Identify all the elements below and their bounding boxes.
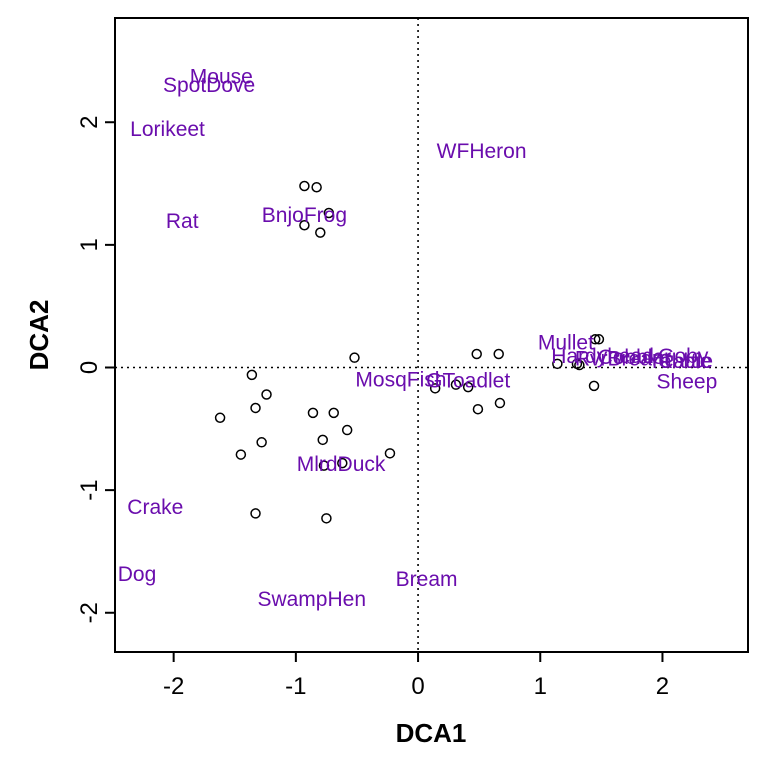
site-point (311, 181, 322, 193)
site-point (341, 424, 353, 436)
y-tick-label: 0 (76, 361, 103, 374)
site-point (472, 403, 484, 415)
site-point (429, 383, 441, 394)
species-label-cattle: Cattle (658, 350, 713, 373)
reference-lines (115, 18, 748, 652)
species-label-sheep: Sheep (657, 371, 718, 394)
site-point (593, 334, 605, 345)
species-label-swamphen: SwampHen (257, 588, 366, 611)
species-label-cobbler: Cobbler (598, 346, 672, 369)
site-point (337, 457, 348, 469)
site-point (256, 437, 267, 448)
species-label-mosqfish: MosqFish (355, 368, 446, 391)
site-point (321, 513, 332, 524)
x-axis: -2 -1 0 1 2 (163, 652, 669, 700)
site-point (588, 380, 600, 392)
x-tick-label: 2 (656, 673, 669, 700)
species-label-goby: Goby (658, 345, 709, 368)
site-point (246, 369, 258, 381)
site-point (349, 352, 360, 363)
x-tick-label: -2 (163, 673, 184, 700)
site-point (574, 359, 585, 371)
x-tick-label: 0 (411, 673, 424, 700)
site-point (214, 412, 226, 424)
site-point (318, 460, 330, 471)
species-label-mlrdduck: MlrdDuck (297, 453, 386, 476)
x-tick-label: 1 (534, 673, 547, 700)
species-label-spotdove: SpotDove (163, 74, 255, 97)
species-label-bream: Bream (396, 568, 458, 591)
y-tick-label: -1 (76, 479, 103, 500)
species-label-gtoadlet: GToadlet (426, 369, 510, 392)
site-point (315, 227, 326, 238)
y-tick-label: 1 (76, 238, 103, 251)
species-label-mouse: Mouse (190, 65, 253, 88)
site-points (214, 180, 605, 524)
site-point (299, 219, 310, 231)
site-point (261, 389, 272, 400)
y-tick-label: 2 (76, 116, 103, 129)
site-point (299, 180, 310, 192)
site-point (493, 348, 504, 360)
species-label-lorikeet: Lorikeet (130, 118, 205, 141)
site-point (307, 407, 319, 419)
y-axis-title: DCA2 (24, 300, 54, 371)
x-tick-label: -1 (285, 673, 306, 700)
site-point (323, 207, 335, 219)
site-point (471, 348, 482, 360)
species-label-bnjofrog: BnjoFrog (262, 204, 347, 227)
site-point (450, 379, 462, 390)
x-axis-title: DCA1 (396, 718, 467, 748)
species-label-wfheron: WFHeron (437, 140, 527, 163)
species-label-rat: Rat (166, 210, 199, 233)
site-point (384, 448, 396, 459)
site-point (250, 508, 261, 519)
y-axis: -2 -1 0 1 2 (76, 116, 115, 623)
site-point (589, 334, 601, 345)
site-point (494, 397, 506, 409)
species-label-dog: Dog (118, 563, 157, 586)
species-label-hardyhead: Hardyhead (551, 345, 654, 368)
y-tick-label: -2 (76, 602, 103, 623)
species-label-crake: Crake (127, 496, 183, 519)
species-label-rvrbream: RvrBream (575, 347, 670, 370)
species-label-yabbie: Yabbie (648, 350, 712, 373)
site-point (250, 402, 261, 414)
site-point (462, 381, 474, 393)
site-point (328, 407, 339, 419)
site-point (317, 434, 328, 446)
site-point (235, 449, 247, 460)
species-label-mullet: Mullet (538, 331, 594, 354)
site-point (552, 358, 563, 370)
plot-frame (114, 17, 749, 653)
